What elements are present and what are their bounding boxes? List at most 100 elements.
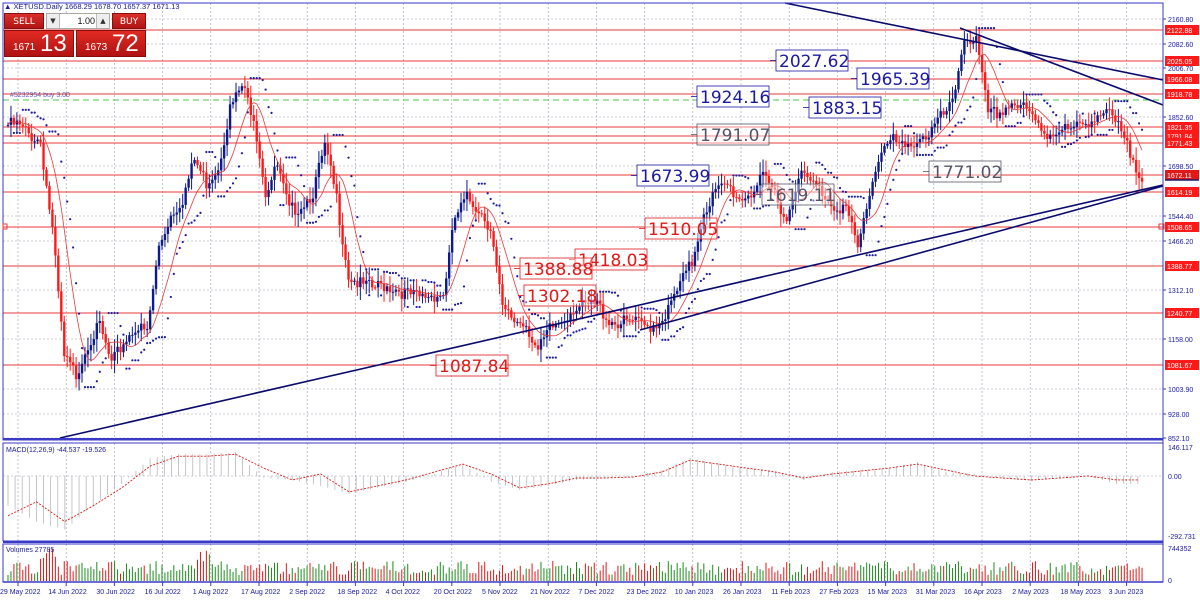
bear-candle (749, 195, 753, 198)
sar-dot (317, 215, 320, 218)
sar-dot (1072, 141, 1076, 144)
bull-candle (868, 195, 871, 209)
bull-candle (906, 142, 910, 148)
sar-dot (889, 188, 892, 191)
trendlines[interactable] (59, 2, 1164, 439)
sar-dot (868, 254, 871, 257)
sar-dot (835, 176, 839, 179)
bull-candle (1022, 102, 1025, 105)
level-marker (1158, 223, 1165, 230)
sar-dot (753, 207, 756, 210)
bear-candle (196, 160, 199, 166)
sell-button[interactable]: SELL (4, 13, 44, 29)
lot-size-stepper[interactable]: ▼ 1.00 ▲ (46, 13, 110, 29)
bull-candle (554, 324, 557, 328)
trendline[interactable] (59, 184, 1164, 439)
bull-candle (675, 290, 679, 294)
bear-candle (379, 280, 383, 284)
sar-dot (847, 195, 851, 198)
sar-dot (803, 228, 806, 231)
sell-price-button[interactable]: 1671 13 (4, 30, 74, 57)
bull-candle (365, 280, 368, 284)
bull-candle (140, 323, 143, 331)
bear-candle (776, 189, 780, 203)
bull-candle (862, 218, 865, 234)
bull-candle (430, 295, 433, 298)
sar-dot (510, 237, 513, 240)
bear-candle (1037, 120, 1040, 124)
sar-dot (593, 317, 596, 320)
sar-dot (205, 150, 208, 154)
sar-dot (430, 280, 433, 284)
bear-candle (977, 36, 981, 56)
sar-dot (338, 133, 341, 137)
bull-candle (948, 102, 951, 112)
sar-dot (797, 228, 800, 231)
bull-candle (33, 141, 36, 143)
sar-dot (750, 186, 753, 189)
bear-candle (1043, 130, 1046, 134)
sar-dot (1052, 111, 1055, 114)
bull-candle (154, 265, 158, 289)
price-level-label: 1966.08 (1167, 77, 1192, 84)
bear-candle (536, 345, 540, 350)
bull-candle (427, 297, 430, 299)
sar-dot (800, 228, 803, 231)
sar-dot (341, 133, 344, 137)
bear-candle (474, 207, 478, 212)
bear-candle (282, 173, 285, 184)
sar-dot (122, 333, 125, 336)
y-tick-label: 1003.90 (1168, 387, 1193, 394)
bear-candle (285, 183, 288, 195)
bull-candle (516, 322, 519, 324)
price-annotation-text: 1791.07 (700, 126, 770, 146)
bear-candle (898, 142, 901, 144)
x-tick-label: 16 Jul 2022 (145, 589, 181, 596)
sar-dot (871, 254, 874, 257)
bear-candle (643, 320, 646, 325)
bear-candle (856, 235, 859, 248)
chevron-down-icon[interactable]: ▼ (47, 14, 60, 28)
order-line[interactable]: #5232954 buy 3.00 (3, 92, 1163, 101)
sar-dot (249, 77, 252, 80)
sar-dot (625, 335, 628, 338)
bull-candle (720, 183, 723, 186)
sar-dot (516, 275, 519, 278)
buy-button[interactable]: BUY (112, 13, 146, 29)
trendline[interactable] (959, 27, 1164, 106)
sar-dot (474, 219, 477, 222)
sar-dot (563, 336, 566, 340)
sar-dot (841, 190, 845, 193)
price-level-label: 1771.43 (1167, 141, 1192, 148)
bear-candle (779, 202, 783, 215)
bear-candle (261, 158, 264, 177)
bull-candle (273, 166, 276, 180)
sar-dot (223, 195, 226, 198)
bull-candle (222, 145, 226, 159)
sar-dot (255, 77, 258, 80)
macd-signal-line (7, 453, 1138, 523)
trendline[interactable] (639, 185, 1164, 331)
sar-dot (276, 149, 279, 152)
bull-candle (291, 202, 294, 206)
buy-price-button[interactable]: 1673 72 (76, 30, 146, 57)
bear-candle (832, 206, 836, 211)
sar-dot (433, 281, 436, 284)
sar-dot (320, 214, 323, 217)
sar-dot (305, 221, 309, 224)
price-annotations[interactable]: 2027.62 1965.39 1924.16 1883.15 1791.07 1771.… (430, 49, 1002, 377)
chevron-up-icon[interactable]: ▲ (96, 14, 109, 28)
sar-dot (243, 136, 246, 139)
x-axis: 29 May 2022 14 Jun 2022 30 Jun 2022 16 Jul … (0, 581, 1163, 596)
sar-dot (27, 108, 30, 111)
bear-candle (400, 291, 404, 299)
bear-candle (821, 185, 824, 197)
bull-candle (394, 289, 398, 292)
collapse-triangle-icon[interactable]: ▲ (4, 2, 12, 11)
lot-size-input[interactable]: 1.00 (77, 16, 95, 26)
bull-candle (299, 208, 303, 214)
sar-dot (684, 311, 688, 315)
y-tick-label: 0.00 (1168, 474, 1182, 481)
trendline[interactable] (784, 2, 1164, 81)
